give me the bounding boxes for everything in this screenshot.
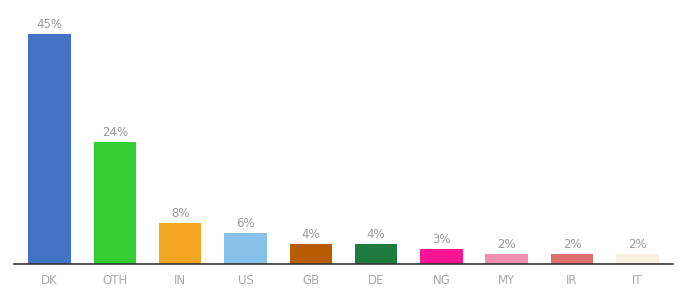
Bar xyxy=(355,244,397,264)
Bar xyxy=(94,142,136,264)
Text: 2%: 2% xyxy=(628,238,647,251)
Bar xyxy=(420,249,462,264)
Text: 4%: 4% xyxy=(301,227,320,241)
Text: 8%: 8% xyxy=(171,207,190,220)
Text: 24%: 24% xyxy=(102,125,128,139)
Bar xyxy=(159,223,201,264)
Text: 45%: 45% xyxy=(37,18,63,32)
Bar xyxy=(551,254,593,264)
Text: 4%: 4% xyxy=(367,227,386,241)
Bar xyxy=(29,34,71,264)
Bar xyxy=(224,233,267,264)
Bar xyxy=(486,254,528,264)
Bar xyxy=(616,254,658,264)
Bar xyxy=(290,244,332,264)
Text: 2%: 2% xyxy=(562,238,581,251)
Text: 6%: 6% xyxy=(236,217,255,230)
Text: 3%: 3% xyxy=(432,232,451,246)
Text: 2%: 2% xyxy=(497,238,516,251)
